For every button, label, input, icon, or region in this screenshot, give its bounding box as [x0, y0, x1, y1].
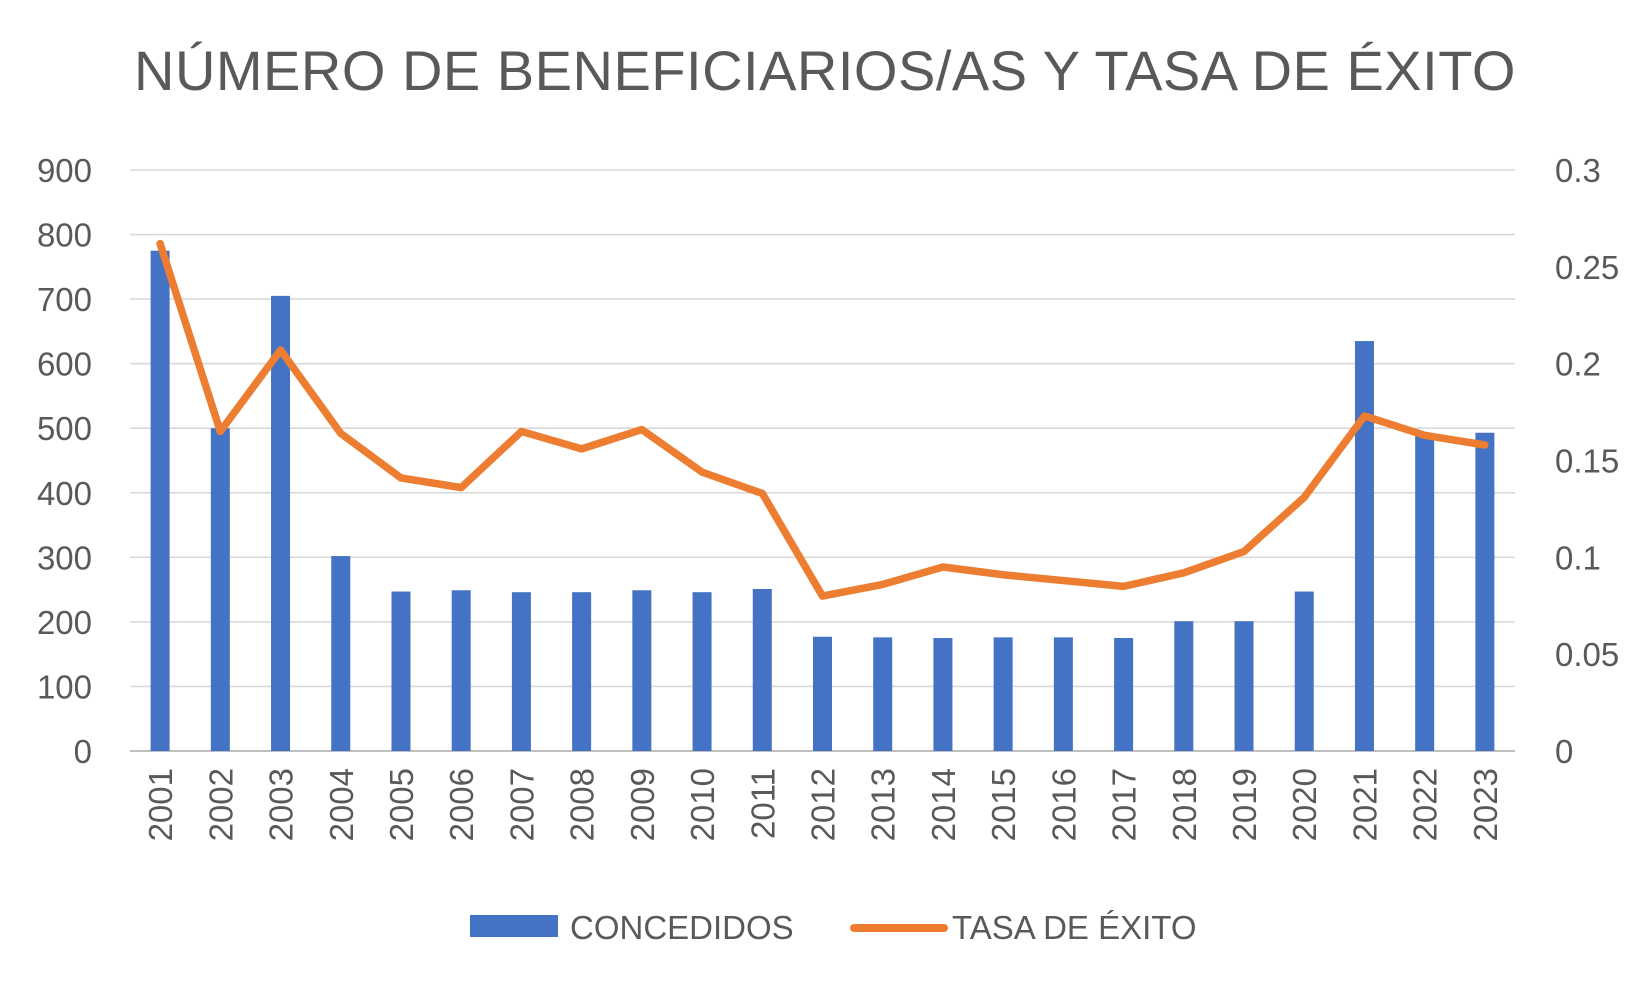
x-tick-label: 2008 — [564, 768, 601, 841]
x-tick-label: 2017 — [1106, 768, 1143, 841]
x-tick-label: 2001 — [142, 768, 179, 841]
bar-concedidos — [1114, 638, 1134, 751]
x-tick-label: 2003 — [263, 768, 300, 841]
legend-label-concedidos: CONCEDIDOS — [570, 909, 794, 946]
x-tick-label: 2010 — [684, 768, 721, 841]
x-tick-label: 2014 — [925, 768, 962, 841]
line-tasa-de-exito — [156, 239, 1489, 600]
bar-concedidos — [1475, 432, 1495, 751]
y-axis-left: 0 100 200 300 400 500 600 700 800 900 — [37, 152, 92, 770]
bar-concedidos — [391, 591, 411, 751]
x-tick-label: 2004 — [323, 768, 360, 841]
bar-concedidos — [993, 637, 1013, 751]
y-left-tick-label: 400 — [37, 475, 92, 512]
y-left-tick-label: 300 — [37, 539, 92, 576]
bar-concedidos — [1354, 341, 1374, 751]
x-tick-label: 2020 — [1286, 768, 1323, 841]
bar-concedidos — [813, 636, 832, 751]
y-left-tick-label: 100 — [37, 668, 92, 705]
legend-label-tasa: TASA DE ÉXITO — [952, 909, 1197, 946]
bar-concedidos — [1053, 637, 1073, 751]
bar-concedidos — [210, 428, 230, 751]
bar-concedidos — [1415, 434, 1435, 751]
bar-concedidos — [1174, 621, 1194, 751]
bar-concedidos — [933, 638, 953, 751]
x-tick-label: 2021 — [1346, 768, 1383, 841]
bar-concedidos — [451, 590, 471, 751]
y-axis-right: 0 0.05 0.1 0.15 0.2 0.25 0.3 — [1555, 152, 1619, 770]
line-tasa-de-exito-path — [156, 239, 1489, 600]
y-right-tick-label: 0.05 — [1555, 636, 1619, 673]
y-left-tick-label: 600 — [37, 346, 92, 383]
bar-concedidos — [632, 590, 652, 751]
y-left-tick-label: 200 — [37, 604, 92, 641]
bars-concedidos — [150, 250, 1495, 751]
bar-concedidos — [873, 637, 893, 751]
bar-concedidos — [331, 556, 351, 751]
y-right-tick-label: 0.2 — [1555, 346, 1601, 383]
y-left-tick-label: 700 — [37, 281, 92, 318]
legend-swatch-concedidos — [470, 915, 558, 937]
bar-concedidos — [572, 592, 592, 751]
x-axis: 2001 2002 2003 2004 2005 2006 2007 2008 2009 2010… — [142, 768, 1504, 841]
y-right-tick-label: 0.1 — [1555, 539, 1601, 576]
y-left-tick-label: 0 — [74, 733, 92, 770]
bar-concedidos — [692, 592, 712, 751]
y-right-tick-label: 0.15 — [1555, 443, 1619, 480]
y-left-tick-label: 800 — [37, 217, 92, 254]
x-tick-label: 2005 — [383, 768, 420, 841]
y-left-tick-label: 900 — [37, 152, 92, 189]
chart-title: NÚMERO DE BENEFICIARIOS/AS Y TASA DE ÉXI… — [134, 39, 1516, 102]
x-tick-label: 2018 — [1166, 768, 1203, 841]
x-tick-label: 2013 — [865, 768, 902, 841]
x-tick-label: 2016 — [1045, 768, 1082, 841]
x-tick-label: 2023 — [1467, 768, 1504, 841]
y-right-tick-label: 0.25 — [1555, 249, 1619, 286]
y-left-tick-label: 500 — [37, 410, 92, 447]
y-right-tick-label: 0.3 — [1555, 152, 1601, 189]
bar-concedidos — [511, 592, 531, 751]
x-tick-label: 2007 — [503, 768, 540, 841]
bar-concedidos — [1234, 621, 1254, 751]
x-tick-label: 2012 — [805, 768, 842, 841]
bar-concedidos — [271, 295, 291, 751]
x-tick-label: 2015 — [985, 768, 1022, 841]
x-tick-label: 2022 — [1407, 768, 1444, 841]
x-tick-label: 2011 — [744, 768, 781, 839]
bar-concedidos — [752, 588, 772, 751]
x-tick-label: 2002 — [202, 768, 239, 841]
bar-concedidos — [150, 250, 170, 751]
x-tick-label: 2009 — [624, 768, 661, 841]
x-tick-label: 2019 — [1226, 768, 1263, 841]
y-right-tick-label: 0 — [1555, 733, 1573, 770]
bar-concedidos — [1294, 591, 1314, 751]
x-tick-label: 2006 — [443, 768, 480, 841]
legend: CONCEDIDOS TASA DE ÉXITO — [470, 909, 1197, 946]
